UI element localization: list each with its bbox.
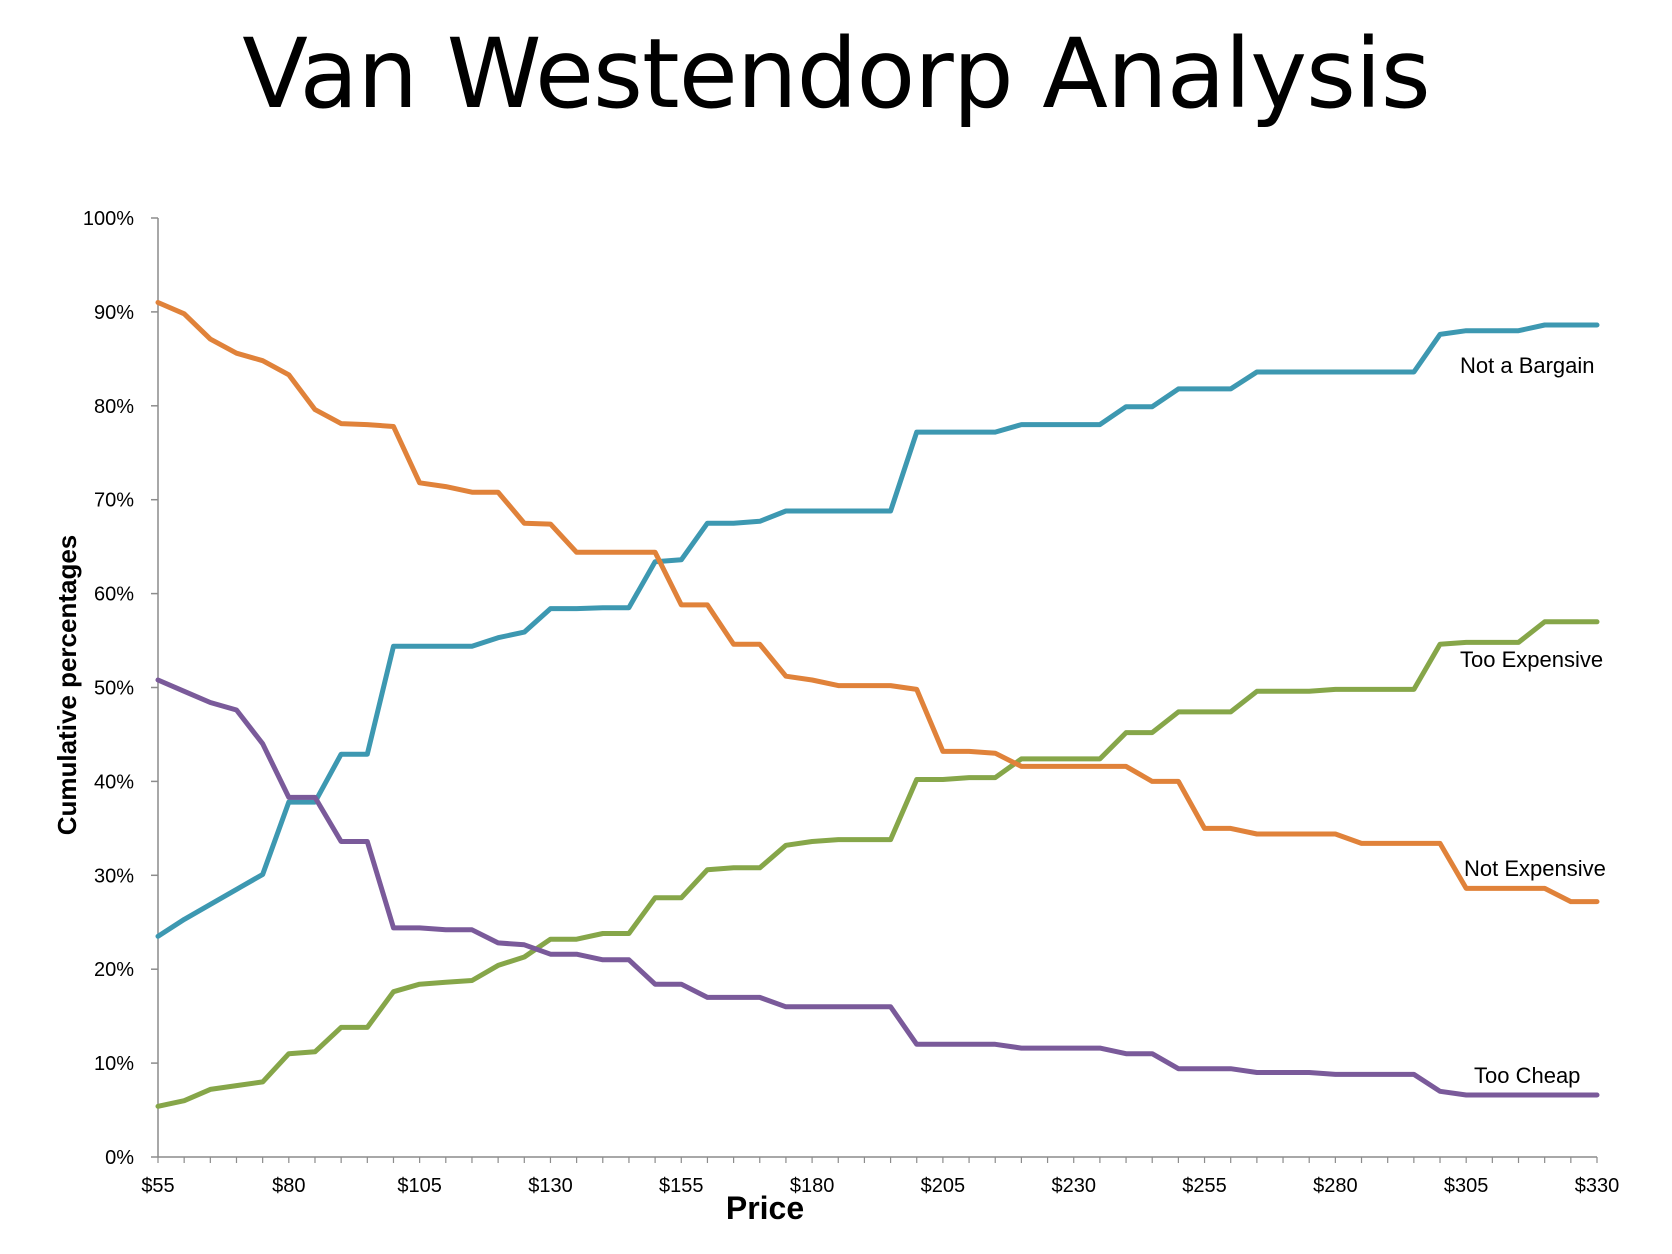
x-tick-label: $205 <box>921 1175 966 1197</box>
x-tick-label: $180 <box>790 1175 835 1197</box>
x-tick-label: $155 <box>659 1175 704 1197</box>
x-tick-label: $105 <box>397 1175 442 1197</box>
series-line-too-expensive <box>155 619 1600 1109</box>
series-line-too-cheap <box>155 677 1600 1098</box>
x-tick-label: $330 <box>1575 1175 1620 1197</box>
y-tick-label: 50% <box>94 678 134 700</box>
y-tick-label: 60% <box>94 584 134 606</box>
y-tick-label: 90% <box>94 302 134 324</box>
series-line-not-expensive <box>155 300 1600 905</box>
y-axis-title: Cumulative percentages <box>52 535 82 836</box>
y-tick-label: 0% <box>105 1147 134 1169</box>
y-tick-label: 10% <box>94 1053 134 1075</box>
y-tick-label: 80% <box>94 396 134 418</box>
y-tick-label: 40% <box>94 771 134 793</box>
series-label-not-expensive: Not Expensive <box>1464 856 1606 881</box>
series-label-not-a-bargain: Not a Bargain <box>1460 353 1595 378</box>
y-tick-label: 70% <box>94 490 134 512</box>
y-tick-label: 30% <box>94 865 134 887</box>
y-tick-label: 20% <box>94 959 134 981</box>
series-label-too-expensive: Too Expensive <box>1460 647 1603 672</box>
page-title: Van Westendorp Analysis <box>242 18 1430 130</box>
series-lines <box>155 300 1600 1109</box>
x-tick-label: $55 <box>141 1175 174 1197</box>
x-axis-title: Price <box>726 1190 804 1226</box>
series-labels: Not a Bargain Too Expensive Not Expensive T… <box>1460 353 1606 1088</box>
x-tick-label: $230 <box>1051 1175 1096 1197</box>
x-tick-label: $130 <box>528 1175 573 1197</box>
x-tick-label: $280 <box>1313 1175 1358 1197</box>
series-label-too-cheap: Too Cheap <box>1474 1063 1580 1088</box>
x-tick-label: $305 <box>1444 1175 1489 1197</box>
x-tick-label: $80 <box>272 1175 305 1197</box>
y-tick-label: 100% <box>83 208 134 230</box>
x-tick-label: $255 <box>1182 1175 1227 1197</box>
series-line-not-a-bargain <box>155 322 1600 939</box>
axes: 0% 10% 20% 30% 40% 50% 60% 70% 80% 90% 100% $55 $80 $… <box>83 208 1619 1197</box>
